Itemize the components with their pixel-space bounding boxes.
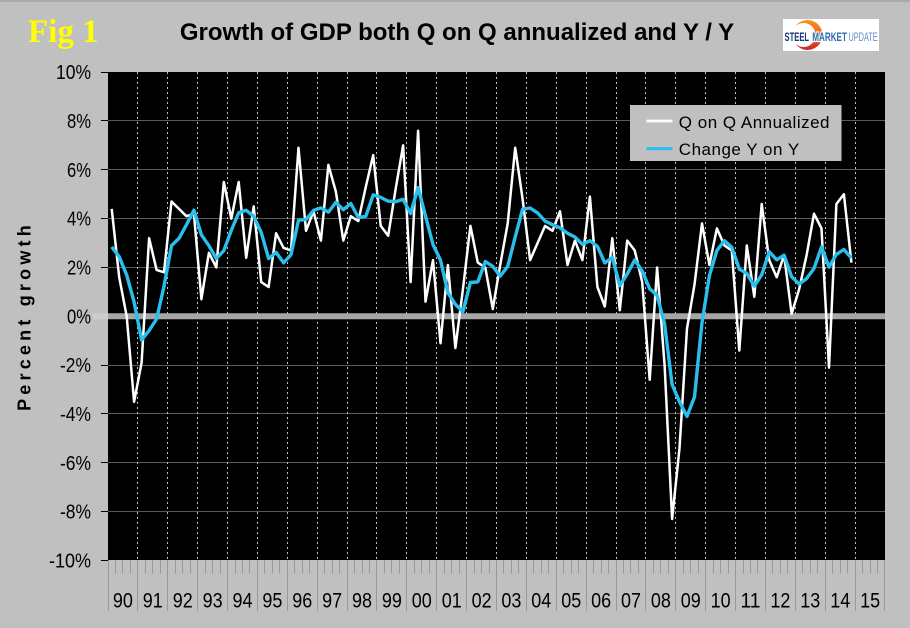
svg-text:15: 15 (860, 590, 880, 613)
svg-text:Change Y on Y: Change Y on Y (679, 140, 800, 159)
svg-text:-4%: -4% (60, 404, 91, 426)
svg-text:6%: 6% (67, 160, 91, 182)
svg-text:90: 90 (113, 590, 133, 613)
svg-text:96: 96 (292, 590, 312, 613)
svg-text:4%: 4% (67, 209, 91, 231)
svg-text:-6%: -6% (60, 453, 91, 475)
svg-text:92: 92 (173, 590, 193, 613)
svg-text:97: 97 (322, 590, 342, 613)
svg-text:00: 00 (412, 590, 432, 613)
svg-text:MARKET: MARKET (812, 32, 847, 44)
svg-text:Percent growth: Percent growth (15, 221, 35, 411)
svg-text:04: 04 (531, 590, 551, 613)
svg-text:93: 93 (203, 590, 223, 613)
svg-text:99: 99 (382, 590, 402, 613)
svg-text:10: 10 (711, 590, 731, 613)
svg-text:03: 03 (501, 590, 521, 613)
svg-text:2%: 2% (67, 258, 91, 280)
svg-text:07: 07 (621, 590, 641, 613)
svg-text:05: 05 (561, 590, 581, 613)
svg-text:95: 95 (262, 590, 282, 613)
svg-text:06: 06 (591, 590, 611, 613)
svg-text:94: 94 (233, 590, 253, 613)
svg-text:UPDATE: UPDATE (849, 32, 878, 44)
svg-text:STEEL: STEEL (785, 32, 810, 44)
svg-text:14: 14 (830, 590, 850, 613)
svg-text:-8%: -8% (60, 502, 91, 524)
svg-text:Q on Q Annualized: Q on Q Annualized (679, 113, 830, 132)
svg-text:98: 98 (352, 590, 372, 613)
svg-text:10%: 10% (56, 62, 91, 84)
svg-text:11: 11 (741, 590, 761, 613)
svg-text:13: 13 (800, 590, 820, 613)
svg-text:-10%: -10% (49, 551, 91, 573)
svg-text:09: 09 (681, 590, 701, 613)
svg-text:12: 12 (770, 590, 790, 613)
svg-text:8%: 8% (67, 111, 91, 133)
svg-text:01: 01 (442, 590, 462, 613)
svg-text:02: 02 (472, 590, 492, 613)
svg-text:0%: 0% (67, 306, 91, 328)
svg-text:08: 08 (651, 590, 671, 613)
svg-text:Fig 1: Fig 1 (28, 14, 99, 50)
svg-text:91: 91 (143, 590, 163, 613)
svg-text:Growth of GDP both Q on Q annu: Growth of GDP both Q on Q annualized and… (180, 19, 734, 46)
svg-text:-2%: -2% (60, 355, 91, 377)
